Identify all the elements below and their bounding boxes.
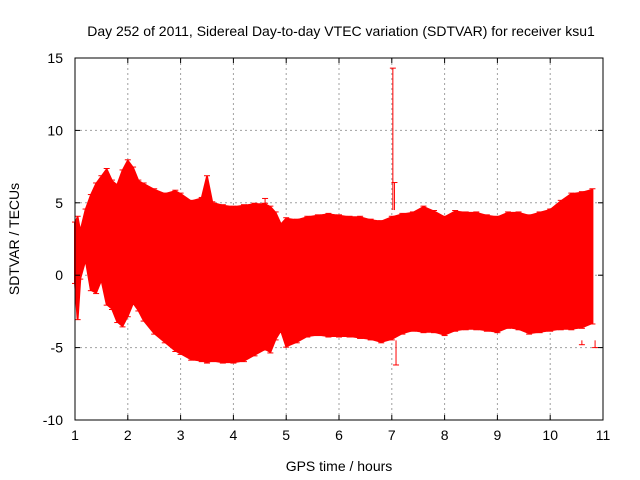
y-tick-label: 5 — [55, 195, 63, 211]
y-tick-label: -10 — [43, 412, 63, 428]
x-tick-label: 8 — [441, 427, 449, 443]
y-tick-label: 15 — [47, 50, 63, 66]
x-tick-label: 2 — [124, 427, 132, 443]
y-tick-label: 10 — [47, 122, 63, 138]
x-tick-labels: 1 2 3 4 5 6 7 8 9 10 11 — [71, 427, 610, 443]
x-tick-label: 1 — [71, 427, 79, 443]
chart-title: Day 252 of 2011, Sidereal Day-to-day VTE… — [87, 23, 595, 39]
x-tick-label: 3 — [177, 427, 185, 443]
x-axis-label: GPS time / hours — [286, 458, 393, 474]
x-tick-label: 4 — [230, 427, 238, 443]
y-axis-label: SDTVAR / TECUs — [6, 183, 22, 295]
x-tick-label: 11 — [596, 427, 611, 443]
x-tick-label: 5 — [282, 427, 290, 443]
error-band — [74, 159, 594, 364]
y-tick-label: 0 — [55, 267, 63, 283]
axis-ticks — [74, 57, 604, 421]
x-tick-label: 7 — [388, 427, 396, 443]
x-tick-label: 10 — [542, 427, 558, 443]
x-tick-label: 9 — [494, 427, 502, 443]
outlier-layer — [262, 67, 599, 366]
y-tick-label: -5 — [51, 340, 64, 356]
error-band-layer — [72, 159, 596, 364]
x-tick-label: 6 — [335, 427, 343, 443]
y-tick-labels: -10 -5 0 5 10 15 — [43, 50, 63, 428]
